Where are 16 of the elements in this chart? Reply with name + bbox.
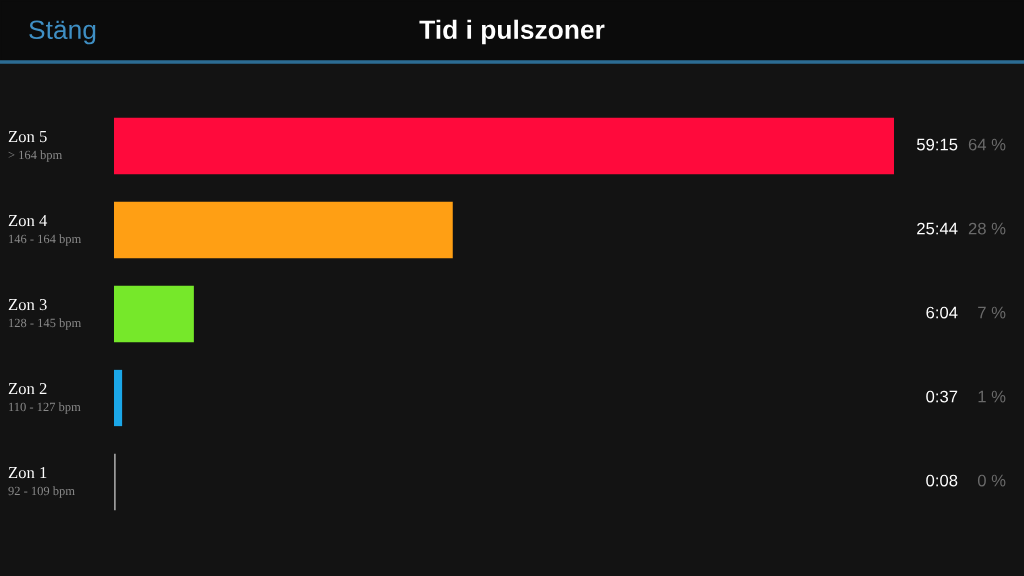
data-label: 0:37 [926,390,958,403]
text: 0 % [977,474,1006,487]
bar [114,117,894,175]
text: 64 % [968,138,1006,151]
chart-title: Tid i pulszoner [419,19,605,45]
text: Stäng [29,20,96,45]
data-label: 25:44 [917,222,958,235]
text: 1 % [978,390,1006,403]
text: 7 % [978,306,1006,319]
data-label: 6:04 [926,306,958,319]
text: 28 % [968,222,1006,235]
data-label: 0:08 [926,474,958,487]
bar [114,201,453,259]
data-label: 59:15 [916,138,958,151]
bar [114,369,123,427]
bar [114,285,194,343]
